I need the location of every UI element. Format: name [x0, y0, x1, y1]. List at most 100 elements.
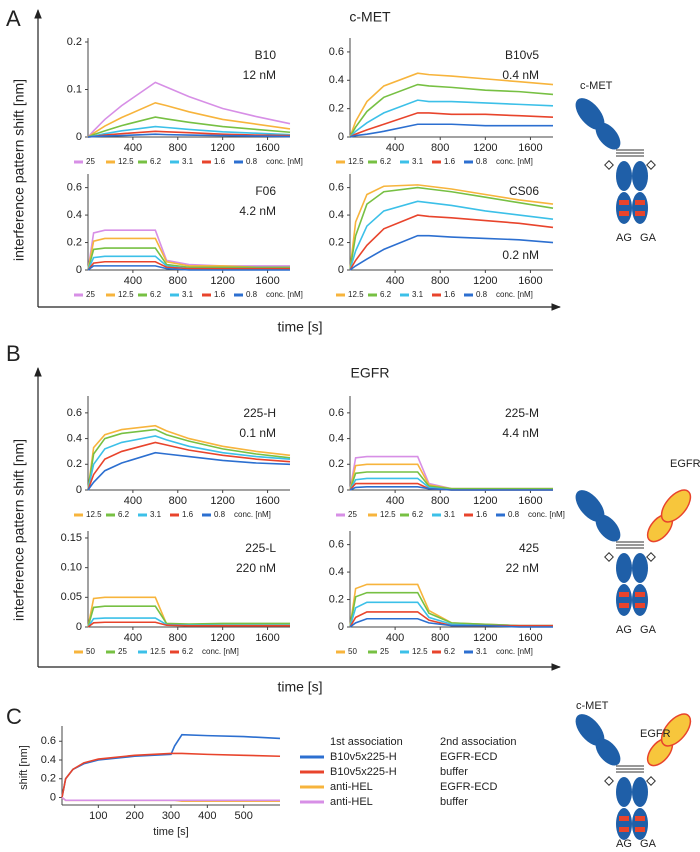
legend-label: 0.8 [246, 157, 258, 166]
kd-annotation: 0.1 nM [239, 426, 276, 440]
data-line [61, 752, 281, 798]
y-axis-label: shift [nm] [18, 745, 30, 790]
legend-label: 3.1 [444, 510, 456, 519]
y-tick-label: 0.2 [329, 593, 344, 605]
y-tick-label: 0.4 [329, 432, 344, 444]
legend-label: 25 [118, 647, 127, 656]
data-line [87, 265, 290, 271]
legend-label: 12.5 [86, 510, 102, 519]
x-tick-label: 400 [124, 142, 142, 154]
y-tick-label: 0.6 [41, 735, 56, 747]
y-tick-label: 0 [338, 264, 344, 276]
kd-annotation: 4.4 nM [502, 426, 539, 440]
legend-label: 0.8 [214, 510, 226, 519]
legend-label: 50 [348, 647, 357, 656]
y-tick-label: 0 [76, 484, 82, 496]
legend-label: 3.1 [150, 510, 162, 519]
legend-label: B10v5x225-H [330, 766, 397, 778]
panel-title: c-MET [349, 9, 391, 25]
kd-annotation: 4.2 nM [239, 204, 276, 218]
diagram-label: GA [640, 838, 657, 850]
y-tick-label: 0.05 [61, 591, 82, 603]
data-line [87, 116, 291, 138]
legend-label: 12.5 [412, 647, 428, 656]
legend-label: 0.8 [508, 510, 520, 519]
kd-annotation: 0.4 nM [502, 68, 539, 82]
x-tick-label: 200 [125, 810, 143, 822]
legend-label: 6.2 [380, 290, 392, 299]
x-axis-label: time [s] [153, 826, 188, 838]
legend-label: 25 [348, 510, 357, 519]
x-tick-label: 800 [169, 495, 187, 507]
legend-label: 25 [380, 647, 389, 656]
data-line [349, 214, 554, 271]
legend-label: 0.8 [246, 290, 258, 299]
legend-label: 3.1 [412, 290, 424, 299]
data-line [61, 733, 281, 798]
x-tick-label: 1200 [210, 142, 234, 154]
data-line [87, 81, 291, 138]
y-tick-label: 0.6 [329, 407, 344, 419]
chart-title: 225-H [243, 406, 276, 420]
x-tick-label: 400 [124, 275, 142, 287]
y-tick-label: 0.2 [329, 236, 344, 248]
diagram-label: AG [616, 838, 632, 850]
data-line [349, 186, 554, 271]
data-line [349, 617, 553, 628]
legend-label: EGFR-ECD [440, 751, 498, 763]
data-line [349, 123, 553, 138]
panel-label: B [6, 341, 21, 366]
x-tick-label: 400 [386, 275, 404, 287]
x-tick-label: 500 [234, 810, 252, 822]
x-tick-label: 1200 [210, 632, 234, 644]
kd-annotation: 220 nM [236, 561, 276, 575]
legend-label: 25 [86, 157, 95, 166]
chart-title: F06 [255, 184, 276, 198]
panel-x-label: time [s] [277, 319, 322, 335]
panel-label: C [6, 704, 22, 729]
legend-title: conc. [nM] [528, 510, 565, 519]
antibody-diagram: EGFR AG GA [569, 458, 700, 636]
data-line [87, 428, 291, 491]
legend-label: 3.1 [412, 157, 424, 166]
legend-label: 0.8 [476, 290, 488, 299]
x-tick-label: 800 [169, 142, 187, 154]
data-line [349, 112, 554, 138]
panel-label: A [6, 6, 21, 31]
x-tick-label: 1200 [473, 495, 497, 507]
data-line [87, 451, 291, 491]
data-line [87, 229, 290, 271]
data-line [349, 184, 554, 271]
y-tick-label: 0 [76, 621, 82, 633]
legend-header: 2nd association [440, 736, 516, 748]
legend-label: 3.1 [182, 290, 194, 299]
legend-label: anti-HEL [330, 796, 373, 808]
legend-label: 3.1 [182, 157, 194, 166]
x-tick-label: 1600 [518, 632, 542, 644]
chart-title: 425 [519, 541, 539, 555]
data-line [349, 72, 554, 138]
y-tick-label: 0.2 [67, 36, 82, 48]
y-tick-label: 0 [50, 791, 56, 803]
y-tick-label: 0 [76, 264, 82, 276]
legend-label: 1.6 [444, 290, 456, 299]
y-tick-label: 0.2 [41, 773, 56, 785]
y-tick-label: 0.6 [329, 182, 344, 194]
data-line [61, 796, 280, 802]
x-tick-label: 800 [431, 142, 449, 154]
y-tick-label: 0.2 [329, 458, 344, 470]
legend-label: 6.2 [150, 157, 162, 166]
kd-annotation: 22 nM [506, 561, 539, 575]
y-tick-label: 0.10 [61, 562, 82, 574]
legend-label: 1.6 [182, 510, 194, 519]
data-line [349, 485, 553, 491]
y-tick-label: 0.6 [329, 46, 344, 58]
y-tick-label: 0.6 [67, 407, 82, 419]
legend-title: conc. [nM] [496, 647, 533, 656]
diagram-label: GA [640, 232, 657, 244]
x-tick-label: 800 [431, 275, 449, 287]
data-line [87, 133, 291, 138]
data-line [349, 471, 553, 491]
y-tick-label: 0 [338, 131, 344, 143]
